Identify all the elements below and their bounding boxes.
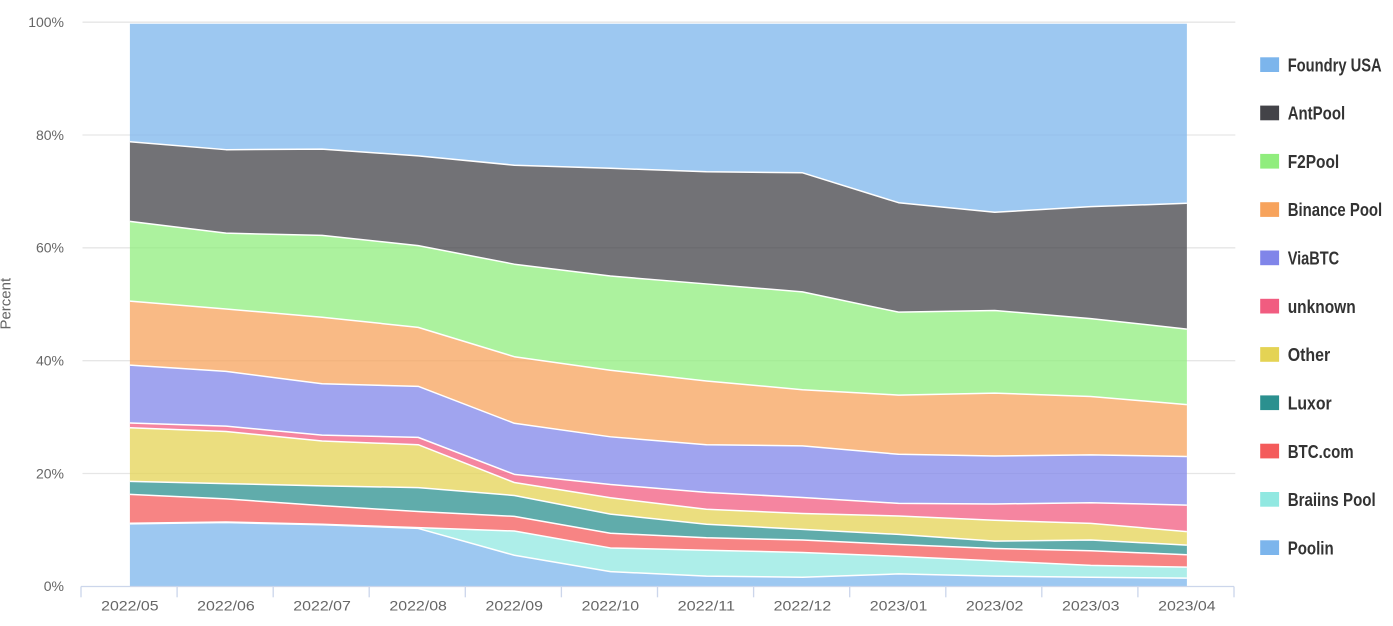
svg-text:Luxor: Luxor	[1288, 393, 1332, 413]
svg-text:2022/09: 2022/09	[486, 598, 544, 614]
svg-text:2022/05: 2022/05	[101, 598, 159, 614]
svg-text:2022/10: 2022/10	[582, 598, 640, 614]
svg-text:BTC.com: BTC.com	[1288, 442, 1354, 462]
svg-text:40%: 40%	[36, 353, 64, 369]
svg-text:F2Pool: F2Pool	[1288, 152, 1340, 172]
svg-text:80%: 80%	[36, 127, 64, 143]
svg-text:Other: Other	[1288, 345, 1331, 365]
svg-text:100%: 100%	[28, 14, 64, 30]
svg-text:Percent: Percent	[0, 277, 15, 330]
svg-text:Braiins Pool: Braiins Pool	[1288, 490, 1376, 510]
svg-text:AntPool: AntPool	[1288, 104, 1346, 124]
svg-text:unknown: unknown	[1288, 297, 1356, 317]
svg-text:2022/08: 2022/08	[389, 598, 447, 614]
svg-text:2023/04: 2023/04	[1158, 598, 1216, 614]
svg-text:Binance Pool: Binance Pool	[1288, 200, 1383, 220]
svg-text:Foundry USA: Foundry USA	[1288, 55, 1382, 75]
svg-text:2023/03: 2023/03	[1062, 598, 1120, 614]
svg-text:20%: 20%	[36, 465, 64, 481]
svg-text:2022/11: 2022/11	[678, 598, 736, 614]
svg-text:2022/07: 2022/07	[293, 598, 351, 614]
svg-text:Poolin: Poolin	[1288, 538, 1334, 558]
svg-text:ViaBTC: ViaBTC	[1288, 249, 1340, 269]
svg-text:2022/12: 2022/12	[774, 598, 832, 614]
svg-text:0%: 0%	[44, 578, 64, 594]
svg-text:60%: 60%	[36, 240, 64, 256]
svg-text:2023/01: 2023/01	[870, 598, 928, 614]
svg-text:2022/06: 2022/06	[197, 598, 255, 614]
svg-text:2023/02: 2023/02	[966, 598, 1024, 614]
